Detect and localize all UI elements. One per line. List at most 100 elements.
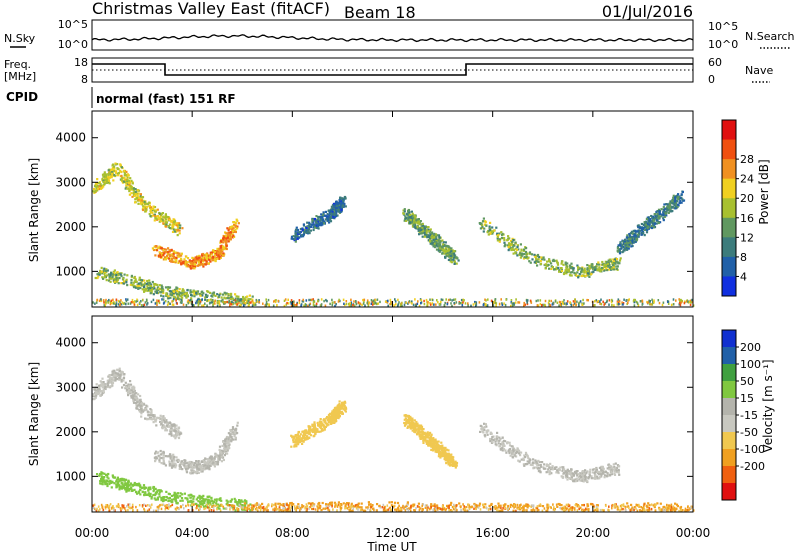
scatter-cell (231, 228, 234, 231)
scatter-cell (141, 490, 144, 494)
scatter-cell (175, 459, 178, 462)
scatter-cell (602, 300, 604, 303)
scatter-cell (196, 470, 199, 473)
scatter-cell (110, 172, 113, 175)
scatter-cell (313, 225, 316, 228)
scatter-cell (139, 407, 143, 410)
scatter-cell (243, 298, 246, 301)
scatter-cell (131, 484, 134, 487)
scatter-cell (235, 300, 237, 304)
scatter-cell (164, 427, 167, 431)
scatter-cell (113, 280, 116, 283)
scatter-cell (139, 405, 142, 408)
scatter-cell (207, 258, 210, 261)
scatter-cell (219, 248, 222, 251)
scatter-cell (590, 265, 593, 268)
scatter-cell (328, 221, 331, 224)
scatter-cell (452, 298, 455, 301)
scatter-cell (109, 385, 112, 388)
scatter-cell (202, 260, 205, 263)
scatter-cell (131, 195, 134, 198)
scatter-cell (168, 249, 171, 252)
scatter-cell (107, 472, 110, 476)
scatter-cell (227, 229, 230, 232)
scatter-cell (143, 200, 146, 203)
scatter-cell (523, 301, 525, 305)
scatter-cell (255, 298, 258, 302)
scatter-cell (443, 304, 446, 307)
scatter-cell (606, 262, 609, 266)
scatter-cell (214, 299, 216, 302)
scatter-cell (130, 395, 133, 398)
scatter-cell (99, 384, 102, 387)
scatter-cell (164, 429, 167, 432)
colorbar-frame (721, 119, 737, 297)
scatter-cell (215, 453, 218, 456)
scatter-cell (191, 266, 194, 269)
scatter-cell (115, 280, 118, 283)
scatter-cell (157, 289, 160, 292)
scatter-cell (632, 229, 635, 232)
scatter-cell (162, 295, 165, 298)
scatter-cell (176, 229, 179, 232)
scatter-cell (625, 236, 628, 239)
scatter-cell (680, 201, 683, 204)
scatter-cell (678, 201, 681, 205)
scatter-cell (481, 225, 484, 228)
scatter-cell (169, 219, 172, 222)
scatter-cell (207, 466, 210, 469)
scatter-cell (315, 224, 318, 228)
scatter-cell (192, 497, 195, 500)
scatter-cell (617, 244, 620, 247)
scatter-cell (208, 501, 212, 504)
scatter-cell (409, 221, 412, 224)
scatter-cell (177, 293, 180, 296)
scatter-cell (494, 299, 496, 303)
scatter-cell (637, 233, 640, 236)
scatter-cell (166, 254, 169, 257)
scatter-cell (453, 262, 456, 265)
scatter-cell (93, 187, 96, 191)
scatter-cell (659, 221, 662, 224)
scatter-cell (196, 467, 199, 470)
scatter-cell (533, 261, 536, 264)
scatter-cell (407, 212, 410, 215)
scatter-cell (630, 230, 633, 233)
scatter-cell (425, 231, 428, 234)
scatter-cell (195, 466, 199, 469)
scatter-cell (116, 378, 119, 381)
scatter-cell (196, 298, 199, 302)
scatter-cell (614, 262, 617, 265)
scatter-cell (329, 219, 332, 222)
scatter-cell (510, 242, 513, 245)
scatter-cell (195, 463, 198, 466)
scatter-cell (616, 246, 620, 249)
scatter-cell (627, 301, 629, 305)
scatter-cell (680, 301, 683, 304)
scatter-cell (218, 498, 222, 501)
scatter-cell (190, 302, 193, 305)
scatter-cell (475, 301, 478, 304)
scatter-cell (451, 249, 454, 252)
scatter-cell (122, 180, 125, 183)
scatter-cell (132, 401, 136, 404)
scatter-cell (311, 219, 314, 222)
scatter-cell (329, 216, 333, 219)
scatter-cell (120, 166, 123, 169)
scatter-cell (618, 302, 620, 306)
scatter-cell (485, 299, 487, 302)
scatter-cell (486, 231, 489, 234)
scatter-cell (202, 256, 205, 259)
scatter-cell (562, 263, 565, 266)
scatter-cell (222, 234, 225, 238)
scatter-cell (167, 492, 170, 495)
scatter-cell (206, 500, 209, 503)
scatter-cell (203, 502, 206, 505)
scatter-cell (317, 216, 320, 219)
scatter-cell (137, 192, 140, 195)
scatter-cell (305, 299, 308, 302)
scatter-cell (423, 231, 426, 234)
scatter-cell (489, 221, 492, 224)
scatter-cell (547, 301, 550, 305)
scatter-cell (577, 302, 580, 305)
